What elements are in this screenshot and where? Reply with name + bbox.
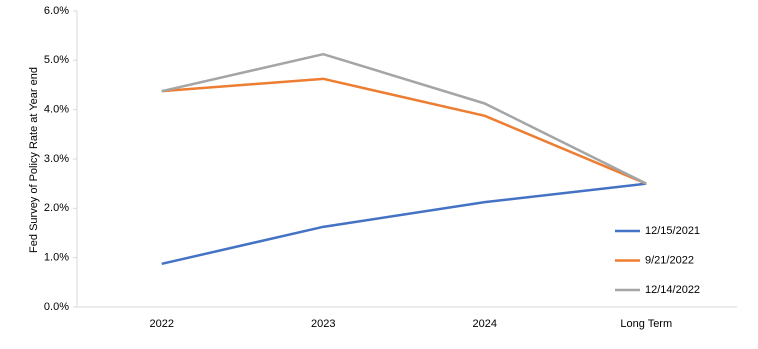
series-line — [161, 52, 647, 185]
y-axis-label: Fed Survey of Policy Rate at Year end — [28, 67, 40, 253]
x-tick-label: 2022 — [150, 318, 174, 330]
series-line — [161, 182, 647, 266]
x-tick-label: 2024 — [473, 318, 497, 330]
x-tick-label: Long Term — [620, 318, 672, 330]
legend-label: 9/21/2022 — [645, 254, 694, 266]
series-line — [161, 77, 647, 185]
legend-label: 12/15/2021 — [645, 225, 700, 237]
legend-label: 12/14/2022 — [645, 284, 700, 296]
y-tick-label: 0.0% — [44, 301, 69, 313]
y-tick-label: 2.0% — [44, 202, 69, 214]
y-tick-label: 4.0% — [44, 104, 69, 116]
x-tick-label: 2023 — [311, 318, 335, 330]
y-tick-label: 5.0% — [44, 54, 69, 66]
y-tick-label: 6.0% — [44, 5, 69, 17]
y-tick-label: 1.0% — [44, 252, 69, 264]
y-tick-label: 3.0% — [44, 153, 69, 165]
